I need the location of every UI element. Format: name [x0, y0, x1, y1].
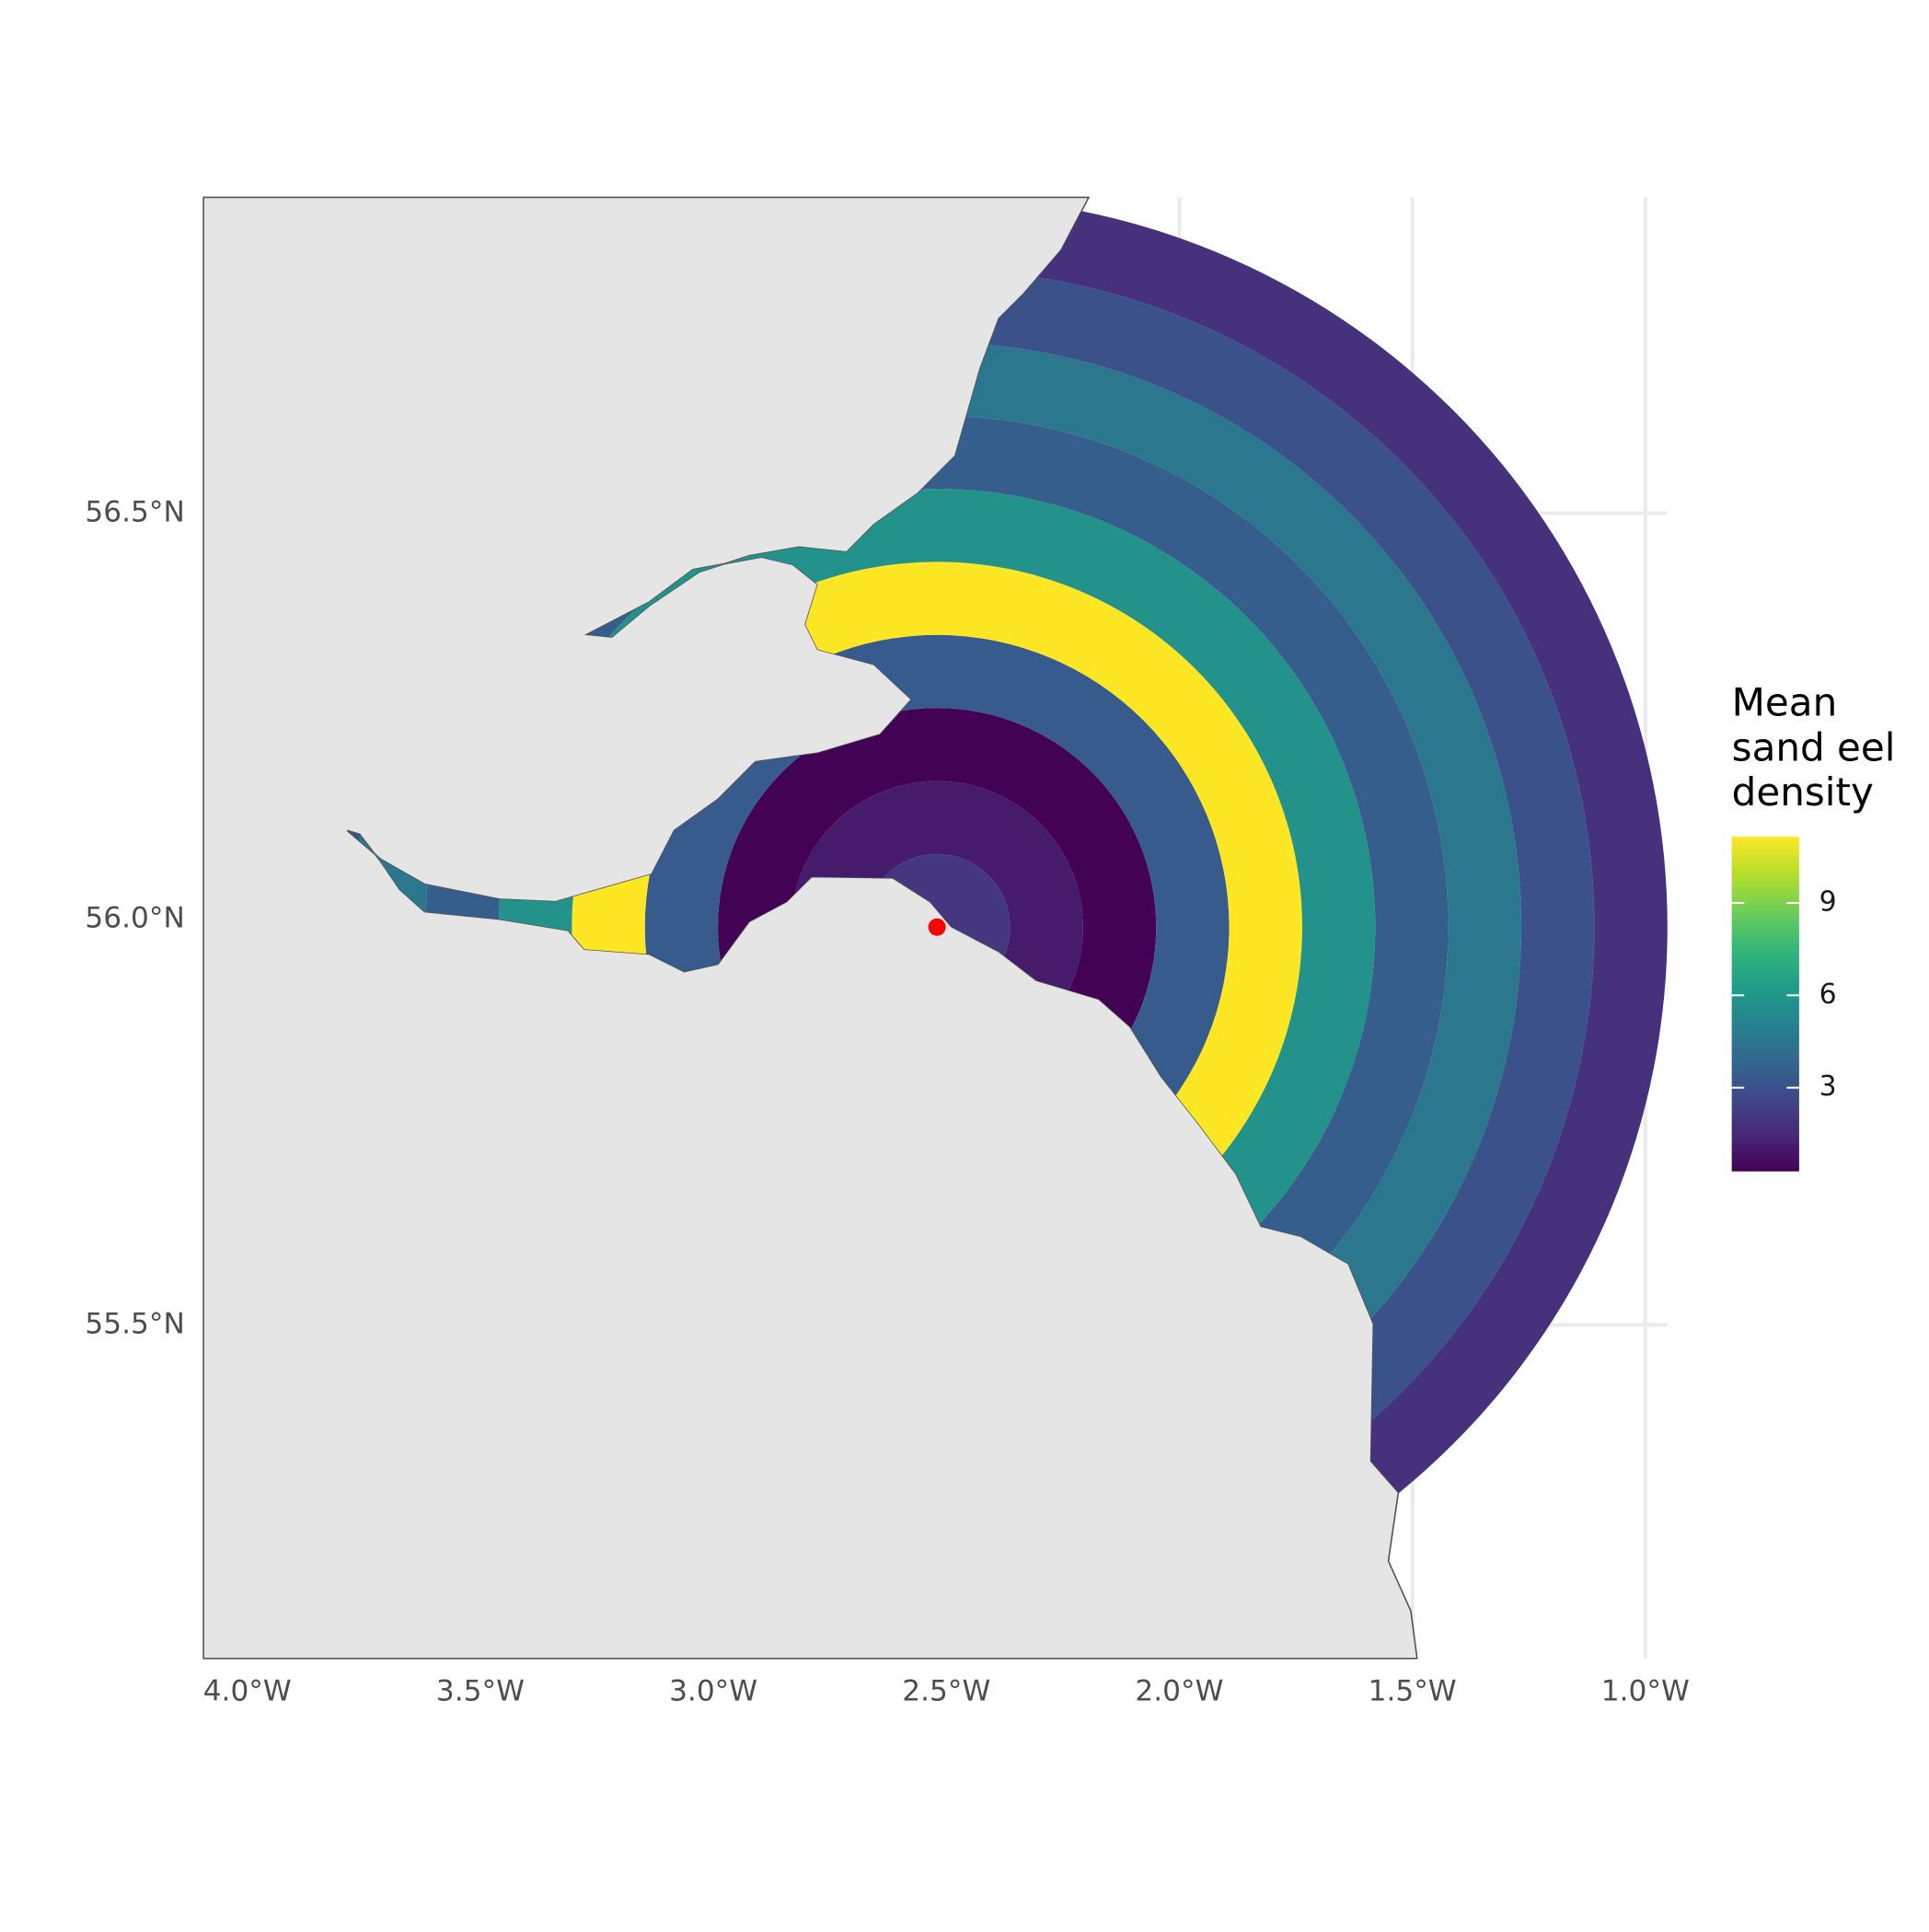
- colorbar: [1731, 837, 1799, 1172]
- colorbar-tick-label: 6: [1819, 978, 1837, 1011]
- y-tick-label: 56.5°N: [85, 496, 184, 529]
- x-tick-label: 2.0°W: [1135, 1674, 1223, 1707]
- legend-title: Mean sand eel density: [1731, 680, 1896, 816]
- x-tick-label: 3.0°W: [669, 1674, 757, 1707]
- x-tick-label: 4.0°W: [203, 1674, 292, 1707]
- x-tick-label: 3.5°W: [436, 1674, 525, 1707]
- site-point: [928, 918, 946, 936]
- y-tick-label: 56.0°N: [85, 901, 184, 934]
- x-tick-label: 1.0°W: [1601, 1674, 1690, 1707]
- x-tick-label: 2.5°W: [902, 1674, 990, 1707]
- legend-title-box: Mean sand eel density: [1731, 680, 1896, 816]
- colorbar-tick-label: 3: [1819, 1070, 1837, 1103]
- colorbar-tick-label: 9: [1819, 886, 1837, 919]
- y-tick-label: 55.5°N: [85, 1307, 184, 1340]
- x-tick-label: 1.5°W: [1369, 1674, 1457, 1707]
